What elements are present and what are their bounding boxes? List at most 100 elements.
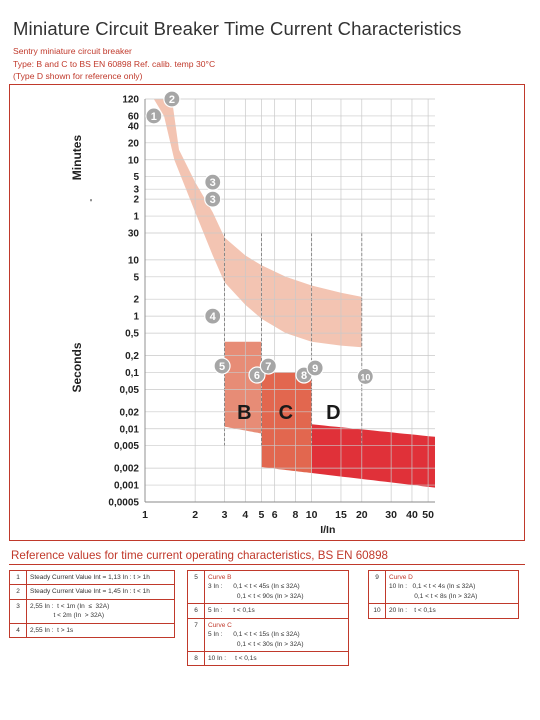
y-tick-label-seconds: 0,02 [120,407,140,418]
band-label-c: C [279,402,293,424]
x-tick-label: 6 [272,509,278,521]
y-tick-label-seconds: 5 [133,272,139,283]
y-tick-label-seconds: 0,0005 [108,498,139,509]
reference-table-1: 1 Steady Current Value Int = 1,13 In : t … [9,569,175,639]
y-tick-label-minutes: 5 [133,172,139,183]
y-tick-label-seconds: 1 [133,312,139,323]
reference-text: 5 In : t < 0,1s [204,603,349,619]
marker-label: 6 [254,370,260,382]
thermal-trip-region [153,99,362,348]
marker-7 [259,357,277,375]
marker-label: 3 [210,177,216,189]
reference-row: 5 Curve B 3 In : 0,1 < t < 45s (In ≤ 32A) … [187,569,349,605]
curve-name: Curve D [389,574,413,581]
reference-line: 2,55 In : t > 1s [30,626,74,634]
marker-5 [213,357,231,375]
y-tick-label-seconds: 10 [128,255,140,266]
x-tick-label: 20 [356,509,368,521]
marker-label: 8 [301,370,307,382]
marker-2 [163,90,181,108]
reference-text: 10 In : t < 0,1s [204,650,349,667]
x-tick-label: 40 [406,509,418,521]
reference-line: 2,55 In : t < 1m (In ≤ 32A) [30,602,110,610]
reference-line: 3 In : 0,1 < t < 45s (In ≤ 32A) [208,583,300,591]
y-tick-label-minutes: 60 [128,111,140,122]
x-tick-label: 10 [306,509,318,521]
reference-line: Steady Current Value Int = 1,45 In : t <… [30,588,150,596]
subtitle-line-2: Type: B and C to BS EN 60898 Ref. calib.… [13,59,216,69]
reference-number: 1 [9,569,27,586]
x-tick-label: 15 [335,509,347,521]
x-tick-label: 3 [222,509,228,521]
y-tick-label-minutes: 3 [133,185,139,196]
curve-name: Curve C [208,621,232,629]
reference-row: 7 Curve C 5 In : 0,1 < t < 15s (In ≤ 32A) … [187,617,349,652]
x-tick-label: 30 [385,509,397,521]
band-label-d: D [326,402,340,424]
x-tick-label: 4 [242,509,248,521]
reference-row: 2 Steady Current Value Int = 1,45 In : t … [9,584,175,600]
marker-10 [356,367,374,386]
x-tick-label: 50 [422,509,434,521]
band-c [261,372,312,473]
reference-text: Curve C 5 In : 0,1 < t < 15s (In ≤ 32A) 0… [204,617,349,652]
reference-text: 2,55 In : t < 1m (In ≤ 32A) t < 2m (In >… [26,598,175,624]
reference-number: 2 [9,584,27,600]
reference-row: 3 2,55 In : t < 1m (In ≤ 32A) t < 2m (In … [9,598,175,624]
y-tick-label-minutes: 10 [128,155,140,166]
y-tick-label-seconds: 30 [128,229,140,240]
marker-label: 1 [151,111,157,123]
y-tick-label-seconds: 2 [133,295,139,306]
y-tick-label-seconds: 0,002 [114,464,139,475]
marker-label: 3 [210,194,216,206]
chart-frame [9,84,525,541]
x-tick-label: 2 [192,509,198,521]
subtitle-line-1: Sentry miniature circuit breaker [13,46,132,56]
marker-3 [204,190,222,208]
reference-number: 8 [187,650,205,667]
reference-title: Reference values for time current operat… [11,549,388,562]
reference-row: 1 Steady Current Value Int = 1,13 In : t … [9,569,175,586]
reference-number: 9 [368,569,386,605]
time-current-chart: 1 2 3 4 5 6 8 10 15 20 30 40 50120604020105321301052… [70,90,435,536]
y-tick-label-minutes: 120 [122,95,139,106]
reference-line: 0,1 < t < 8s (In > 32A) [389,592,478,600]
marker-label: 5 [219,361,225,373]
x-tick-label: 1 [142,509,148,521]
reference-text: 20 In : t < 0,1s [385,603,519,619]
y-axis-title-seconds: Seconds [70,342,84,392]
reference-row: 10 20 In : t < 0,1s [368,603,519,619]
curve-name: Curve B [208,574,232,581]
reference-text: Steady Current Value Int = 1,45 In : t <… [26,584,175,600]
marker-1 [145,107,163,125]
reference-line: 10 In : 0,1 < t < 4s (In ≤ 32A) [389,583,476,591]
reference-line: 10 In : t < 0,1s [208,654,257,662]
marker-label: 9 [312,363,318,375]
band-label-b: B [237,402,251,424]
reference-text: Curve D 10 In : 0,1 < t < 4s (In ≤ 32A) 0… [385,569,519,605]
band-d [311,424,435,488]
reference-line: t < 2m (In > 32A) [30,612,105,620]
reference-line: Steady Current Value Int = 1,13 In : t >… [30,574,150,581]
reference-line: 0,1 < t < 30s (In > 32A) [208,640,304,648]
reference-text: Steady Current Value Int = 1,13 In : t >… [26,569,175,586]
y-tick-label-seconds: 0,001 [114,481,139,492]
reference-text: Curve B 3 In : 0,1 < t < 45s (In ≤ 32A) 0… [204,569,349,605]
reference-number: 7 [187,617,205,652]
marker-3 [204,173,222,191]
reference-row: 9 Curve D 10 In : 0,1 < t < 4s (In ≤ 32A) … [368,569,519,605]
reference-divider [9,564,525,565]
reference-number: 4 [9,622,27,639]
reference-table-3: 9 Curve D 10 In : 0,1 < t < 4s (In ≤ 32A) … [368,569,519,619]
reference-line: 5 In : 0,1 < t < 15s (In ≤ 32A) [208,631,300,639]
y-tick-label-minutes: 2 [133,195,139,206]
y-tick-label-seconds: 0,005 [114,441,139,452]
reference-line: 0,1 < t < 90s (In > 32A) [208,592,304,600]
x-tick-label: 5 [259,509,265,521]
marker-6 [248,366,266,384]
reference-number: 6 [187,603,205,619]
marker-label: 2 [169,94,175,106]
reference-table-2: 5 Curve B 3 In : 0,1 < t < 45s (In ≤ 32A) … [187,569,349,667]
x-tick-label: 8 [293,509,299,521]
